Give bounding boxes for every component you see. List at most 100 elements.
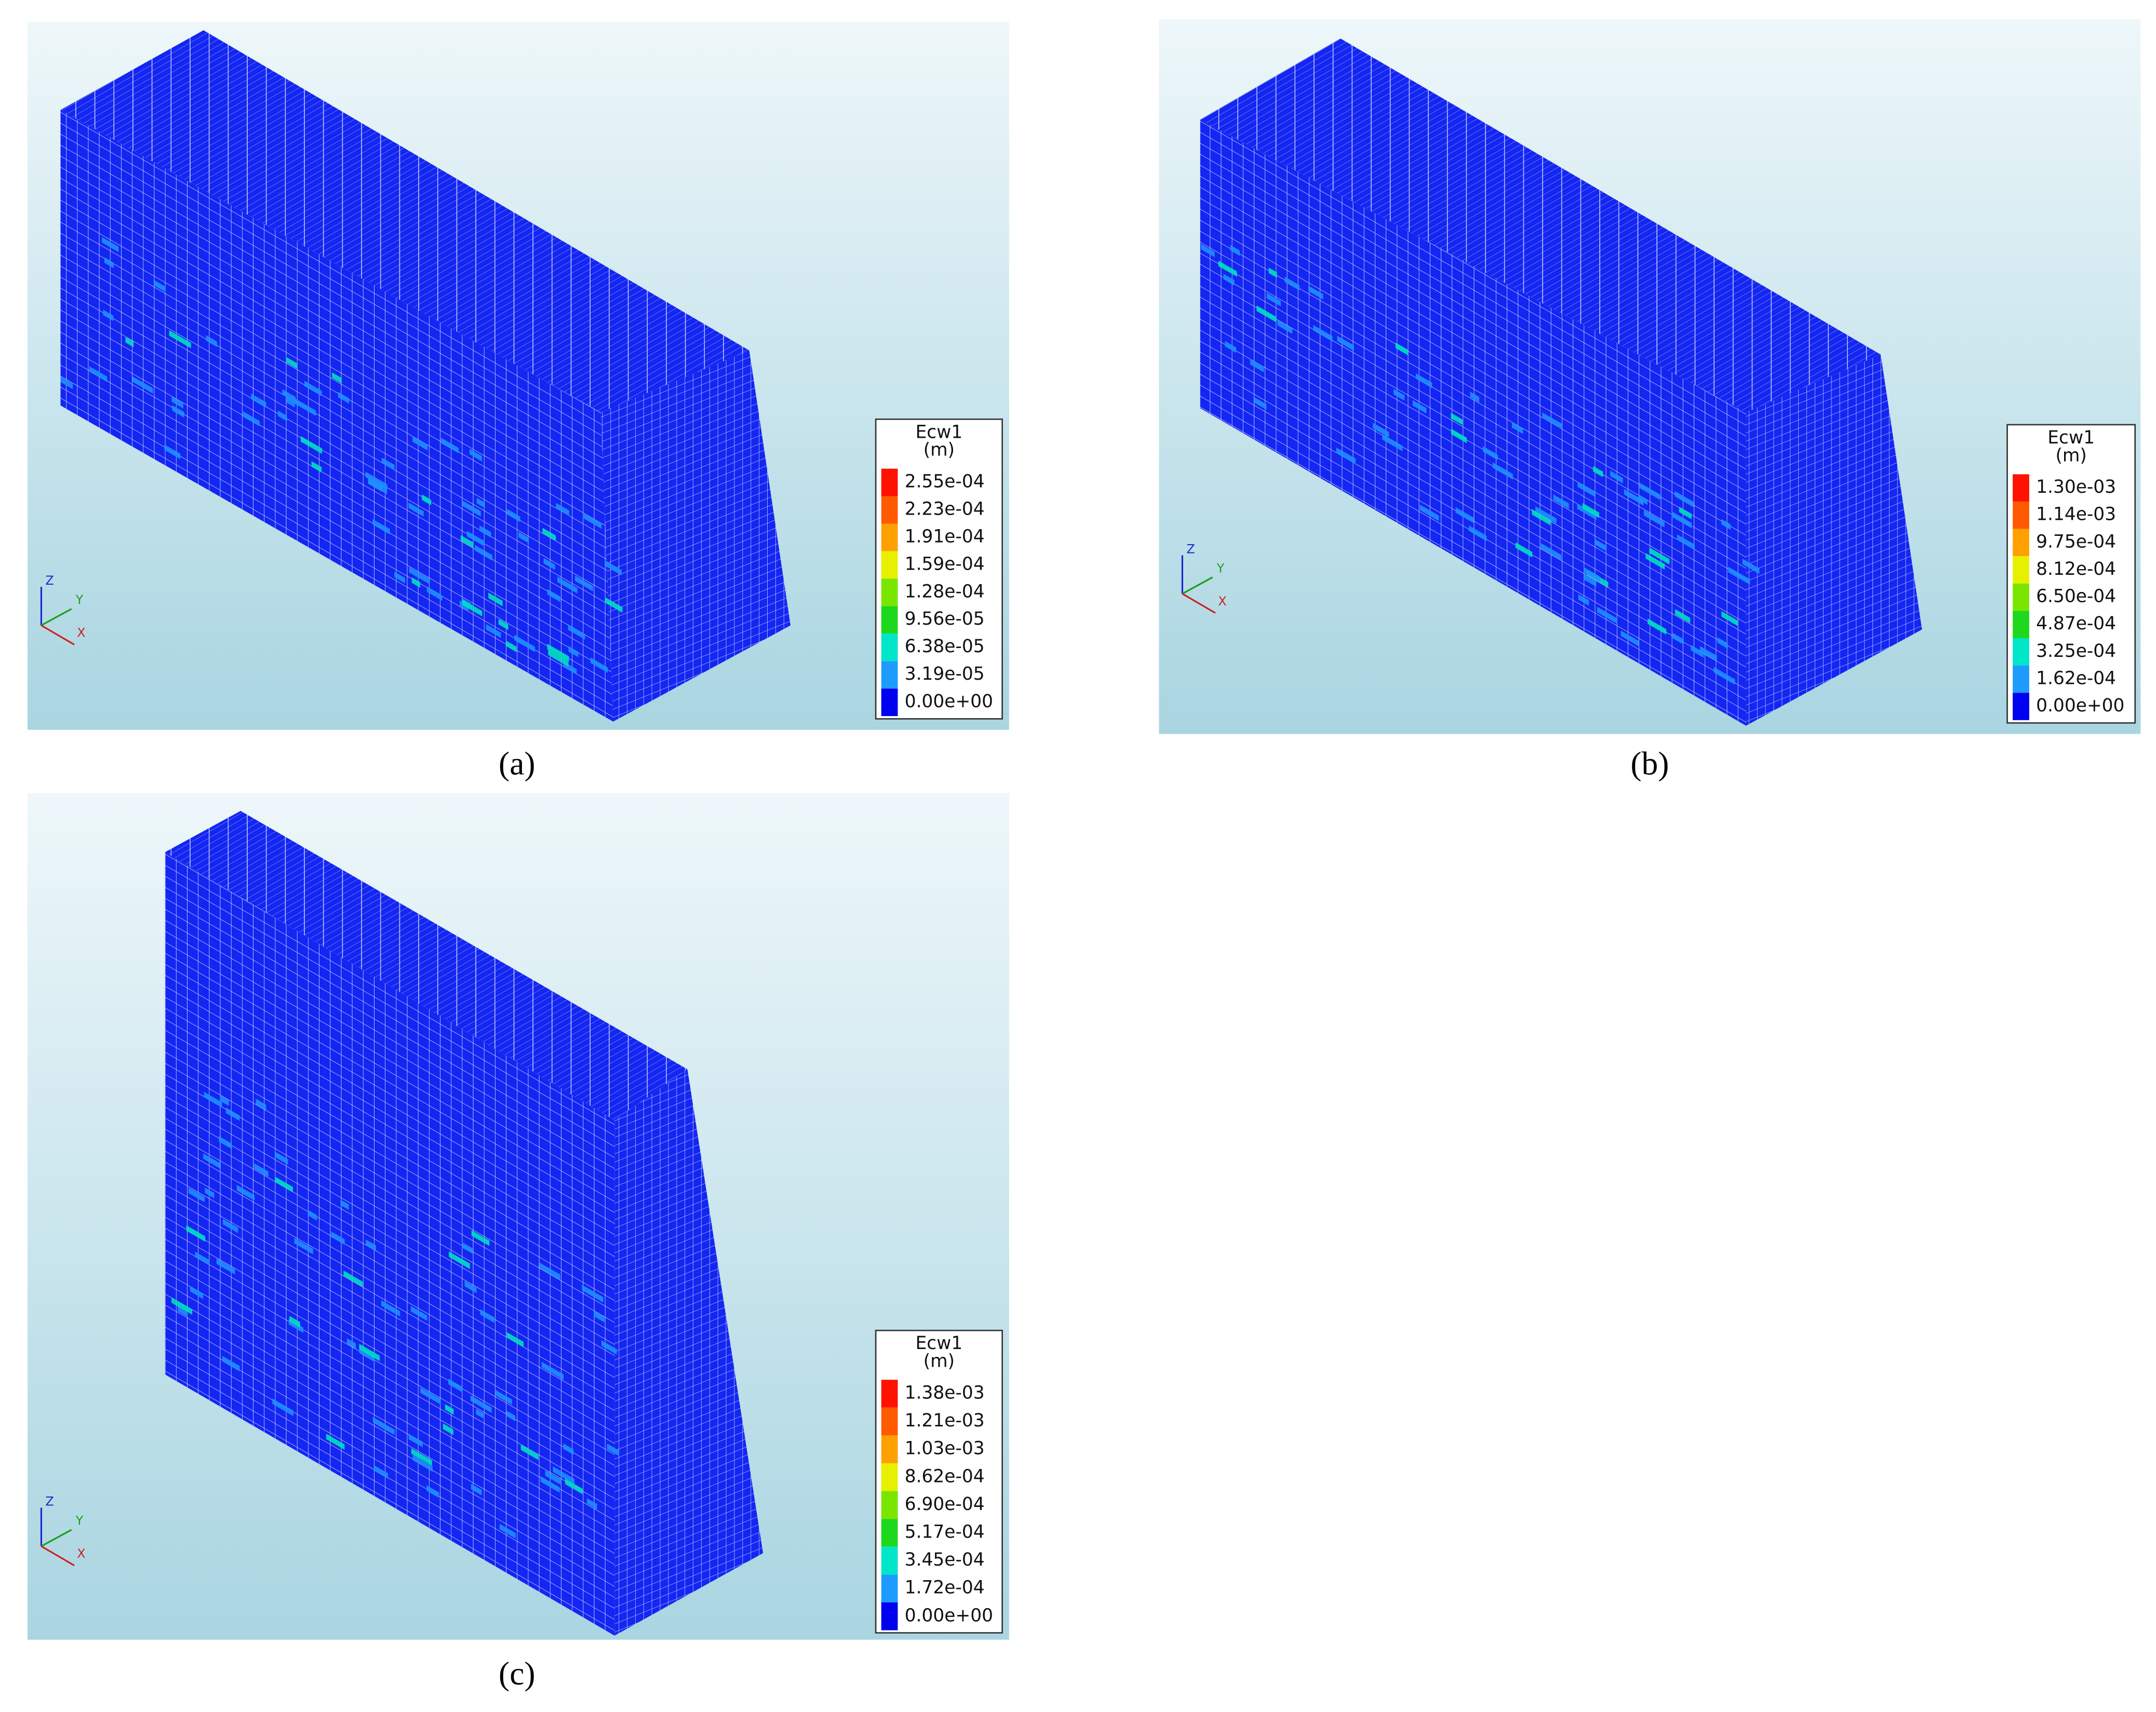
mesh-side-face <box>600 350 791 722</box>
contour-patch <box>373 1465 389 1479</box>
legend-swatch <box>2013 583 2029 611</box>
contour-patch <box>541 1361 564 1380</box>
contour-patch <box>1645 553 1665 570</box>
contour-patch <box>1515 542 1533 558</box>
contour-patch <box>104 257 114 268</box>
contour-patch <box>1553 494 1569 509</box>
legend-label: 0.00e+00 <box>905 1605 993 1626</box>
contour-patch <box>60 376 73 389</box>
contour-patch <box>1542 412 1562 429</box>
contour-patch <box>605 560 622 576</box>
legend-swatch <box>881 633 898 662</box>
contour-patch <box>1382 434 1403 451</box>
contour-patch <box>543 558 555 570</box>
contour-patch <box>102 237 119 252</box>
contour-patch <box>103 309 114 321</box>
contour-patch <box>411 1448 432 1466</box>
contour-patch <box>1577 503 1597 520</box>
contour-patch <box>547 589 560 602</box>
contour-patch <box>340 1199 349 1210</box>
contour-patch <box>540 1476 560 1493</box>
mesh-top-face <box>60 30 749 413</box>
mesh-top-face <box>1200 38 1881 413</box>
contour-patch <box>286 357 298 369</box>
contour-patch <box>1691 644 1704 658</box>
contour-patch <box>1672 632 1684 645</box>
contour-patch <box>553 1466 575 1485</box>
contour-patch <box>1582 503 1599 518</box>
contour-patch <box>568 624 585 640</box>
axis-x-label: X <box>1218 594 1226 609</box>
contour-patch <box>506 640 517 653</box>
legend-label: 1.91e-04 <box>905 526 985 547</box>
contour-patch <box>1597 606 1617 624</box>
legend-title: Ecw1 <box>916 422 963 442</box>
contour-patch <box>499 1524 516 1539</box>
contour-patch <box>1717 637 1728 649</box>
contour-patch <box>178 1305 188 1317</box>
panel: Ecw1(m) 1.30e-03 1.14e-03 9.75e-04 8.12e-04 6… <box>1159 19 2141 782</box>
contour-patch <box>359 1343 380 1361</box>
contour-patch <box>372 1417 395 1435</box>
contour-patch <box>1535 506 1557 524</box>
contour-patch <box>1313 325 1333 342</box>
contour-patch <box>590 657 608 673</box>
contour-patch <box>568 646 579 657</box>
contour-patch <box>225 1107 240 1121</box>
legend-label: 2.55e-04 <box>905 471 985 492</box>
contour-patch <box>470 449 482 462</box>
contour-patch <box>1624 489 1644 506</box>
contour-patch <box>506 1410 516 1422</box>
contour-patch <box>1610 470 1623 484</box>
contour-patch <box>441 437 459 454</box>
contour-patch <box>476 497 485 508</box>
legend-label: 0.00e+00 <box>905 691 993 712</box>
contour-patch <box>1337 335 1354 351</box>
contour-patch <box>254 1163 269 1177</box>
contour-patch <box>607 1443 619 1456</box>
contour-patch <box>153 279 166 292</box>
contour-patch <box>1451 413 1463 425</box>
contour-patch <box>411 577 421 588</box>
legend-swatch <box>881 661 898 689</box>
contour-patch <box>222 1356 240 1372</box>
contour-patch <box>420 1387 441 1405</box>
legend-swatch <box>881 1546 898 1575</box>
contour-patch <box>125 336 134 347</box>
contour-patch <box>1721 611 1738 626</box>
contour-patch <box>338 392 350 404</box>
contour-patch <box>132 376 153 394</box>
legend-swatch <box>881 1574 898 1602</box>
contour-patch <box>448 1379 463 1393</box>
contour-patch <box>326 1434 345 1450</box>
legend-label: 1.59e-04 <box>905 554 985 574</box>
contour-patch <box>601 1340 617 1355</box>
contour-patch <box>186 1225 206 1242</box>
legend-label: 0.00e+00 <box>2036 695 2124 716</box>
contour-patch <box>443 1423 454 1435</box>
contour-patch <box>1336 447 1356 464</box>
contour-patch <box>408 1433 423 1448</box>
axis-z-label: Z <box>45 573 53 588</box>
contour-patch <box>171 396 183 409</box>
axis-y-label: Y <box>75 1514 84 1528</box>
contour-patch <box>294 1237 313 1255</box>
contour-patch <box>464 1280 477 1293</box>
contour-patch <box>539 1262 560 1280</box>
contour-patch <box>275 1176 293 1193</box>
legend-swatch <box>2013 638 2029 666</box>
contour-patch <box>236 1184 255 1201</box>
contour-patch <box>520 1444 539 1460</box>
contour-patch <box>300 436 323 454</box>
contour-patch <box>164 444 181 460</box>
axis-y <box>41 1529 72 1547</box>
contour-patch <box>1584 567 1600 582</box>
contour-patch <box>1455 507 1474 523</box>
mesh-top-face <box>165 811 688 1121</box>
mesh-side-face <box>1746 354 1922 726</box>
contour-patch <box>272 1398 293 1417</box>
contour-patch <box>542 528 556 541</box>
panel-caption: (b) <box>1630 745 1669 782</box>
contour-patch <box>216 1258 235 1275</box>
